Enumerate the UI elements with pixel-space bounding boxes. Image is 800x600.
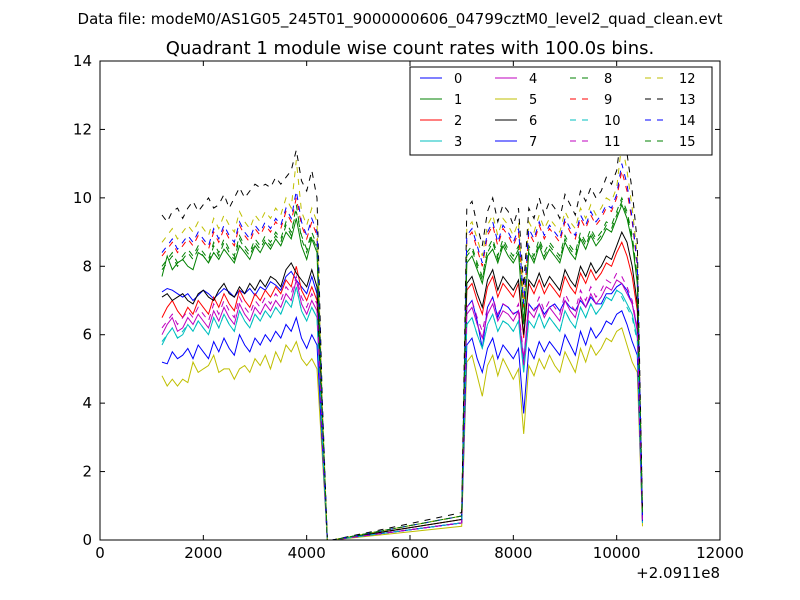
series-line-13	[161, 129, 643, 540]
legend-label-3: 3	[454, 135, 462, 150]
legend-label-8: 8	[604, 72, 612, 87]
legend-label-0: 0	[454, 72, 462, 87]
legend-label-11: 11	[604, 135, 621, 150]
chart-title: Quadrant 1 module wise count rates with …	[166, 38, 655, 59]
series-line-11	[161, 272, 643, 540]
legend-label-15: 15	[679, 135, 696, 150]
x-tick-label: 12000	[696, 544, 744, 562]
y-tick-label: 0	[82, 531, 92, 549]
y-tick-label: 6	[82, 326, 92, 344]
legend-label-9: 9	[604, 93, 612, 108]
legend-label-5: 5	[529, 93, 537, 108]
series-layer	[161, 129, 643, 540]
legend-label-14: 14	[679, 114, 696, 129]
y-tick-label: 12	[73, 120, 92, 138]
series-line-15	[161, 199, 643, 540]
data-file-caption: Data file: modeM0/AS1G05_245T01_90000006…	[78, 10, 723, 29]
series-line-5	[161, 327, 643, 540]
y-tick-label: 10	[73, 189, 92, 207]
series-line-4	[161, 279, 643, 540]
x-tick-label: 2000	[184, 544, 222, 562]
x-tick-label: 0	[95, 544, 105, 562]
series-line-12	[161, 143, 643, 540]
series-line-2	[161, 241, 643, 540]
legend-label-13: 13	[679, 93, 696, 108]
legend-label-6: 6	[529, 114, 537, 129]
x-offset-label: +2.0911e8	[636, 564, 720, 582]
legend-box	[409, 66, 713, 156]
y-tick-label: 2	[82, 463, 92, 481]
series-line-7	[161, 310, 643, 540]
x-tick-label: 4000	[288, 544, 326, 562]
x-tick-label: 6000	[391, 544, 429, 562]
legend-label-2: 2	[454, 114, 462, 129]
x-tick-label: 10000	[593, 544, 641, 562]
legend-label-12: 12	[679, 72, 696, 87]
legend-label-1: 1	[454, 93, 462, 108]
series-line-6	[161, 230, 643, 540]
x-tick-label: 8000	[494, 544, 532, 562]
y-tick-label: 4	[82, 394, 92, 412]
legend-label-7: 7	[529, 135, 537, 150]
y-tick-label: 8	[82, 257, 92, 275]
series-line-14	[161, 163, 643, 540]
legend-label-4: 4	[529, 72, 537, 87]
legend-label-10: 10	[604, 114, 621, 129]
y-tick-label: 14	[73, 52, 92, 70]
